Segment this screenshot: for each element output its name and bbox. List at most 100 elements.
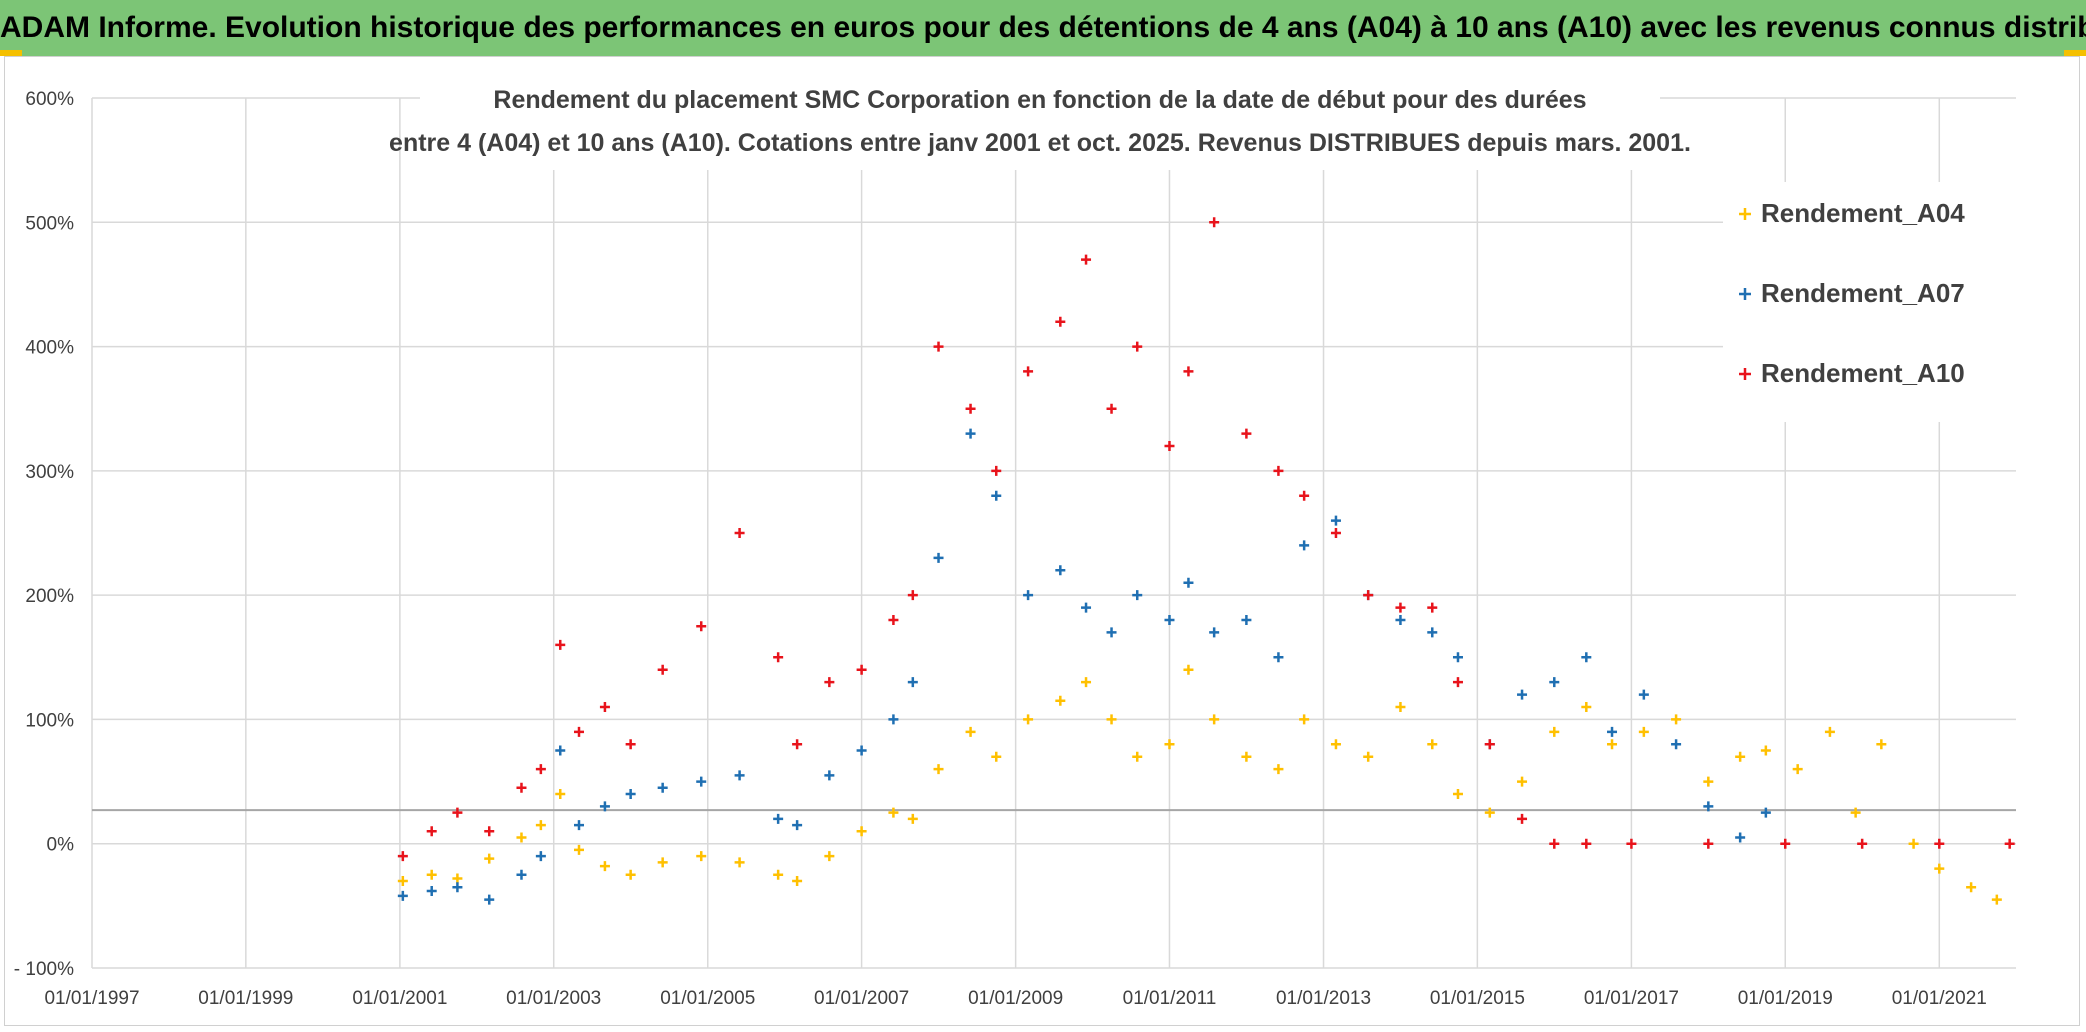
point-Rendement_A07	[1760, 807, 1771, 818]
banner-accent-right	[2064, 50, 2086, 56]
point-Rendement_A07	[1106, 627, 1117, 638]
point-Rendement_A10	[1209, 217, 1220, 228]
series-Rendement_A10	[397, 217, 2015, 862]
point-Rendement_A10	[1452, 677, 1463, 688]
point-Rendement_A04	[1395, 702, 1406, 712]
y-tick-label: 0%	[47, 835, 75, 856]
point-Rendement_A04	[555, 789, 566, 799]
point-Rendement_A07	[1452, 652, 1463, 663]
point-Rendement_A07	[452, 882, 463, 893]
point-Rendement_A04	[991, 751, 1002, 762]
point-Rendement_A10	[856, 664, 867, 675]
point-Rendement_A07	[1132, 590, 1143, 601]
point-Rendement_A10	[516, 782, 527, 793]
point-Rendement_A10	[1857, 838, 1868, 849]
legend-marker	[1739, 288, 1751, 300]
point-Rendement_A10	[1934, 838, 1945, 849]
point-Rendement_A10	[397, 851, 408, 862]
point-Rendement_A07	[888, 714, 899, 725]
point-Rendement_A07	[1164, 615, 1175, 625]
point-Rendement_A10	[1395, 602, 1406, 613]
point-Rendement_A04	[397, 876, 408, 886]
point-Rendement_A10	[792, 739, 803, 750]
point-Rendement_A04	[1209, 714, 1220, 725]
point-Rendement_A04	[1273, 764, 1284, 775]
point-Rendement_A07	[599, 801, 610, 812]
point-Rendement_A07	[574, 820, 585, 831]
x-tick-label: 01/01/2017	[1584, 988, 1679, 1009]
y-tick-label: 400%	[25, 338, 74, 359]
point-Rendement_A10	[1703, 838, 1714, 849]
point-Rendement_A10	[1055, 316, 1066, 327]
x-tick-label: 01/01/2021	[1892, 988, 1987, 1009]
x-tick-label: 01/01/1999	[198, 988, 293, 1009]
point-Rendement_A07	[1081, 602, 1092, 613]
point-Rendement_A10	[1106, 403, 1117, 414]
point-Rendement_A07	[1330, 515, 1341, 526]
point-Rendement_A04	[1081, 677, 1092, 688]
point-Rendement_A10	[555, 639, 566, 650]
y-tick-label: 100%	[25, 710, 74, 731]
point-Rendement_A07	[1581, 652, 1592, 663]
chart-frame	[4, 56, 2080, 1026]
point-Rendement_A07	[1183, 577, 1194, 588]
point-Rendement_A04	[1876, 739, 1887, 750]
point-Rendement_A04	[1106, 714, 1117, 725]
point-Rendement_A07	[696, 776, 707, 787]
point-Rendement_A10	[1132, 341, 1143, 352]
point-Rendement_A04	[1023, 714, 1034, 725]
point-Rendement_A04	[1549, 726, 1560, 737]
point-Rendement_A04	[933, 764, 944, 775]
point-Rendement_A07	[734, 770, 745, 781]
point-Rendement_A04	[574, 844, 585, 855]
point-Rendement_A07	[1607, 726, 1618, 737]
point-Rendement_A04	[1164, 739, 1175, 750]
y-tick-label: 500%	[25, 213, 74, 234]
point-Rendement_A10	[1183, 366, 1194, 377]
point-Rendement_A07	[1023, 590, 1034, 601]
x-tick-label: 01/01/1997	[44, 988, 139, 1009]
point-Rendement_A10	[1517, 813, 1528, 824]
point-Rendement_A10	[1330, 528, 1341, 538]
point-Rendement_A10	[426, 826, 437, 837]
point-Rendement_A07	[1427, 627, 1438, 638]
point-Rendement_A10	[991, 465, 1002, 476]
point-Rendement_A04	[484, 853, 495, 864]
point-Rendement_A07	[792, 820, 803, 831]
point-Rendement_A04	[1607, 739, 1618, 750]
point-Rendement_A07	[1241, 615, 1252, 625]
point-Rendement_A07	[1703, 801, 1714, 812]
point-Rendement_A04	[1427, 739, 1438, 750]
point-Rendement_A10	[484, 826, 495, 837]
x-tick-label: 01/01/2013	[1276, 988, 1371, 1009]
grid-lines	[91, 97, 2016, 969]
x-tick-label: 01/01/2007	[814, 988, 909, 1009]
x-tick-label: 01/01/2009	[968, 988, 1063, 1009]
point-Rendement_A04	[1908, 838, 1919, 849]
point-Rendement_A10	[1164, 441, 1175, 451]
chart-title-line-1: Rendement du placement SMC Corporation e…	[493, 86, 1586, 114]
point-Rendement_A07	[991, 490, 1002, 501]
legend: Rendement_A04 Rendement_A07 Rendement_A10	[1723, 182, 2023, 422]
point-Rendement_A07	[1735, 832, 1746, 843]
point-Rendement_A04	[1991, 894, 2002, 905]
series-Rendement_A07	[397, 428, 1771, 905]
point-Rendement_A07	[535, 851, 546, 862]
point-Rendement_A10	[625, 739, 636, 750]
point-Rendement_A04	[1824, 726, 1835, 737]
point-Rendement_A04	[1517, 776, 1528, 787]
point-Rendement_A07	[965, 428, 976, 439]
point-Rendement_A04	[535, 820, 546, 831]
y-tick-label: - 100%	[14, 959, 74, 980]
banner-accent-left	[0, 50, 22, 56]
point-Rendement_A07	[1273, 652, 1284, 663]
point-Rendement_A07	[657, 782, 668, 793]
point-Rendement_A04	[1241, 751, 1252, 762]
legend-marker	[1739, 208, 1751, 220]
legend-marker	[1739, 368, 1751, 380]
chart-title-line-2: entre 4 (A04) et 10 ans (A10). Cotations…	[389, 129, 1691, 157]
point-Rendement_A07	[1638, 689, 1649, 700]
legend-label: Rendement_A04	[1761, 198, 1965, 228]
point-Rendement_A04	[1934, 863, 1945, 874]
